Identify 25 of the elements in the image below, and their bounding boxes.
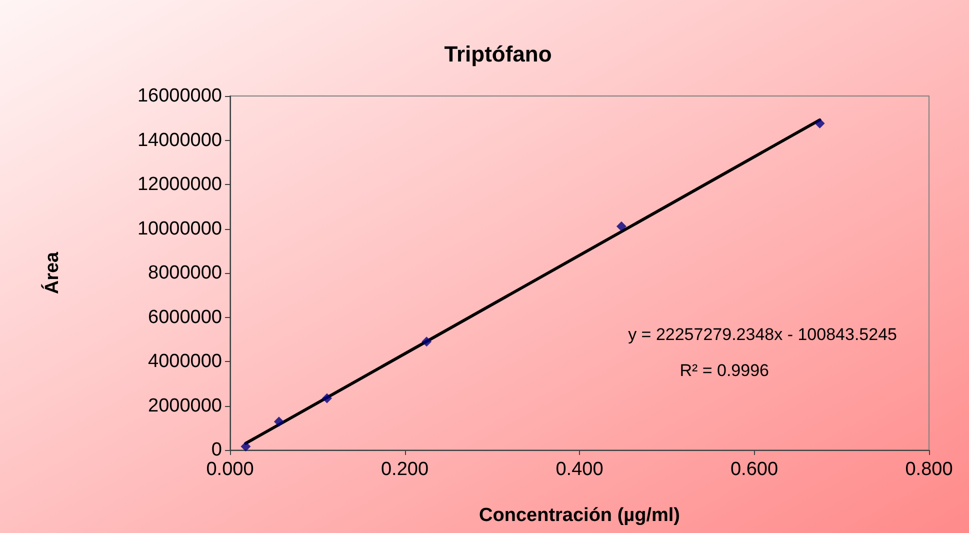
y-axis-title: Área bbox=[41, 251, 63, 294]
y-tick-label: 2000000 bbox=[148, 395, 222, 416]
point bbox=[616, 221, 626, 232]
y-tick-label: 6000000 bbox=[148, 306, 222, 328]
y-tick-label: 12000000 bbox=[137, 174, 222, 195]
point bbox=[274, 416, 284, 427]
y-tick-label: 0 bbox=[211, 440, 222, 460]
point bbox=[422, 336, 432, 347]
point bbox=[322, 393, 332, 404]
x-axis-title: Concentración (µg/ml) bbox=[479, 505, 680, 526]
chart-title: Triptófano bbox=[444, 42, 552, 66]
point bbox=[814, 118, 825, 128]
y-tick-label: 10000000 bbox=[137, 218, 222, 240]
x-tick-label: 0.800 bbox=[905, 459, 953, 480]
x-tick-label: 0.200 bbox=[380, 459, 429, 480]
y-tick-label: 4000000 bbox=[148, 351, 222, 372]
x-tick-label: 0.400 bbox=[556, 459, 604, 480]
x-tick-label: 0.000 bbox=[206, 459, 254, 480]
annotation: R² = 0.9996 bbox=[680, 361, 770, 380]
y-tick-label: 8000000 bbox=[148, 262, 222, 284]
point bbox=[240, 441, 251, 452]
annotation: y = 22257279.2348x - 100843.5245 bbox=[628, 325, 898, 344]
y-tick-label: 14000000 bbox=[137, 130, 222, 151]
x-tick-label: 0.600 bbox=[730, 459, 778, 480]
y-tick-label: 16000000 bbox=[137, 86, 222, 106]
